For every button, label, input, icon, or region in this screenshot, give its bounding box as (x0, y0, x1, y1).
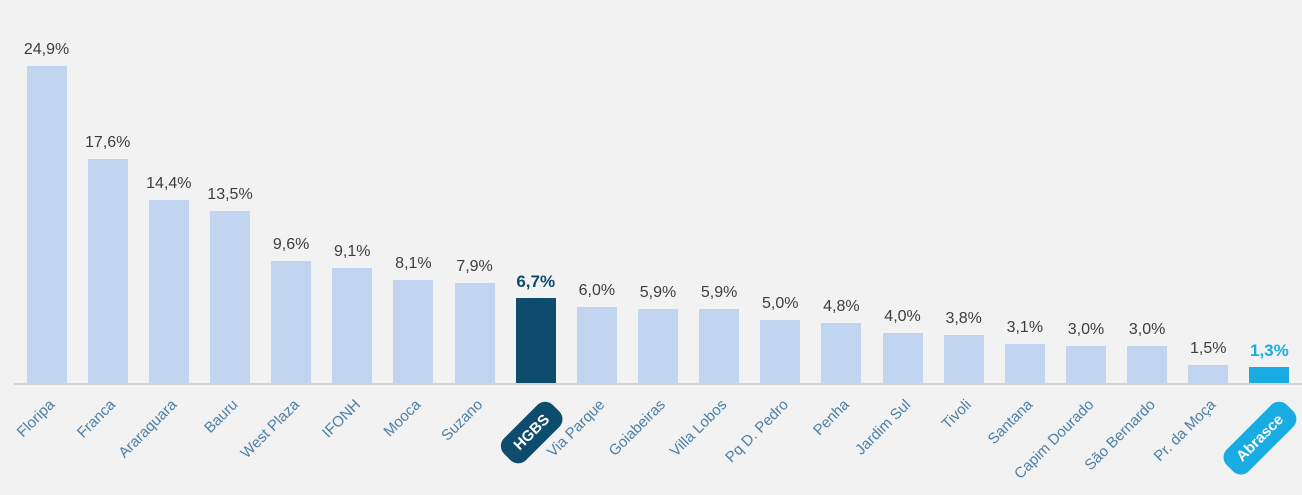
category-label: Tivoli (938, 396, 976, 433)
category-label: Mooca (380, 396, 425, 441)
category-label: Franca (73, 396, 120, 442)
category-label: Bauru (200, 396, 242, 437)
bar (576, 307, 617, 384)
value-label: 3,0% (1128, 321, 1166, 338)
value-label: 6,0% (578, 282, 616, 299)
bar-column: 5,0% (750, 296, 811, 384)
bar (699, 309, 740, 384)
bar (393, 280, 434, 384)
labels-row: Floripa Franca Araraquara Bauru West Plaza IF… (13, 385, 1302, 495)
bar-column: 7,9% (444, 259, 505, 384)
value-label: 4,8% (823, 298, 860, 315)
category-cell: Pr. da Moça (1151, 385, 1239, 495)
value-label: 5,0% (762, 295, 799, 312)
category-cell: Pq D. Pedro (722, 385, 811, 495)
bar (760, 320, 801, 384)
bar-column: 4,8% (811, 299, 872, 384)
category-cell: Araraquara (115, 385, 199, 495)
value-label: 9,6% (272, 236, 310, 253)
bar (882, 333, 923, 384)
bar-column: 5,9% (689, 285, 750, 384)
value-label: 3,8% (945, 310, 982, 327)
bar (332, 268, 373, 384)
bar (1188, 365, 1229, 384)
bar (454, 283, 495, 384)
bar-column: 17,6% (77, 135, 138, 384)
category-cell: Jardim Sul (852, 385, 933, 495)
value-label: 14,4% (146, 175, 192, 192)
x-axis-line (14, 383, 1302, 385)
bar-column: 13,5% (199, 187, 260, 384)
value-label: 24,9% (23, 41, 70, 58)
category-cell: West Plaza (237, 385, 322, 495)
bar-column: 9,1% (322, 244, 383, 384)
category-cell: Floripa (13, 385, 77, 495)
bar-column: 24,9% (16, 42, 77, 384)
bar-column: 9,6% (261, 237, 322, 384)
category-label: IFONH (318, 396, 364, 442)
category-cell: Suzano (438, 385, 505, 495)
bar (26, 66, 67, 384)
bar (1004, 344, 1045, 384)
bar-column: 6,7% (505, 273, 566, 384)
bar (821, 323, 862, 384)
bar (1065, 346, 1106, 384)
bar (637, 309, 678, 384)
value-label: 3,0% (1067, 321, 1105, 338)
bar-column: 14,4% (138, 176, 199, 384)
value-label: 17,6% (85, 134, 131, 151)
bar-column: 5,9% (627, 285, 688, 384)
value-label: 13,5% (207, 186, 253, 203)
category-cell: IFONH (318, 385, 383, 495)
bars-row: 24,9% 17,6% 14,4% 13,5% 9,6% 9,1% 8,1% 7,9% 6,7%… (16, 0, 1300, 384)
bar (271, 261, 312, 384)
value-label: 1,5% (1190, 340, 1227, 357)
bar (1127, 346, 1168, 384)
value-label: 9,1% (334, 243, 371, 260)
bar-column: 3,8% (933, 311, 994, 384)
value-label: 5,9% (639, 284, 677, 301)
bar (148, 200, 189, 384)
bar (943, 335, 984, 384)
value-label: 8,1% (395, 255, 432, 272)
bar (1249, 367, 1290, 384)
bar-column: 6,0% (566, 283, 627, 384)
value-label: 3,1% (1006, 319, 1044, 336)
category-label: Floripa (13, 396, 58, 441)
value-label: 7,9% (456, 258, 493, 275)
bar (515, 298, 556, 384)
bar-column: 8,1% (383, 256, 444, 384)
category-cell: Tivoli (933, 385, 994, 495)
value-label: 5,9% (700, 284, 738, 301)
bar (209, 211, 250, 384)
bar-column: 1,5% (1178, 341, 1239, 384)
value-label: 6,7% (516, 272, 556, 291)
bar-column: 4,0% (872, 309, 933, 384)
bar-column: 1,3% (1239, 342, 1300, 384)
bar-column: 3,0% (1117, 322, 1178, 384)
category-label: Suzano (437, 396, 486, 445)
category-label: Penha (810, 396, 853, 439)
bar-column: 3,1% (994, 320, 1055, 384)
value-label: 1,3% (1250, 341, 1289, 360)
value-label: 4,0% (884, 308, 921, 325)
bar-column: 3,0% (1055, 322, 1116, 384)
category-cell: Abrasce (1219, 385, 1302, 495)
category-cell: Mooca (380, 385, 444, 495)
bar (87, 159, 128, 384)
